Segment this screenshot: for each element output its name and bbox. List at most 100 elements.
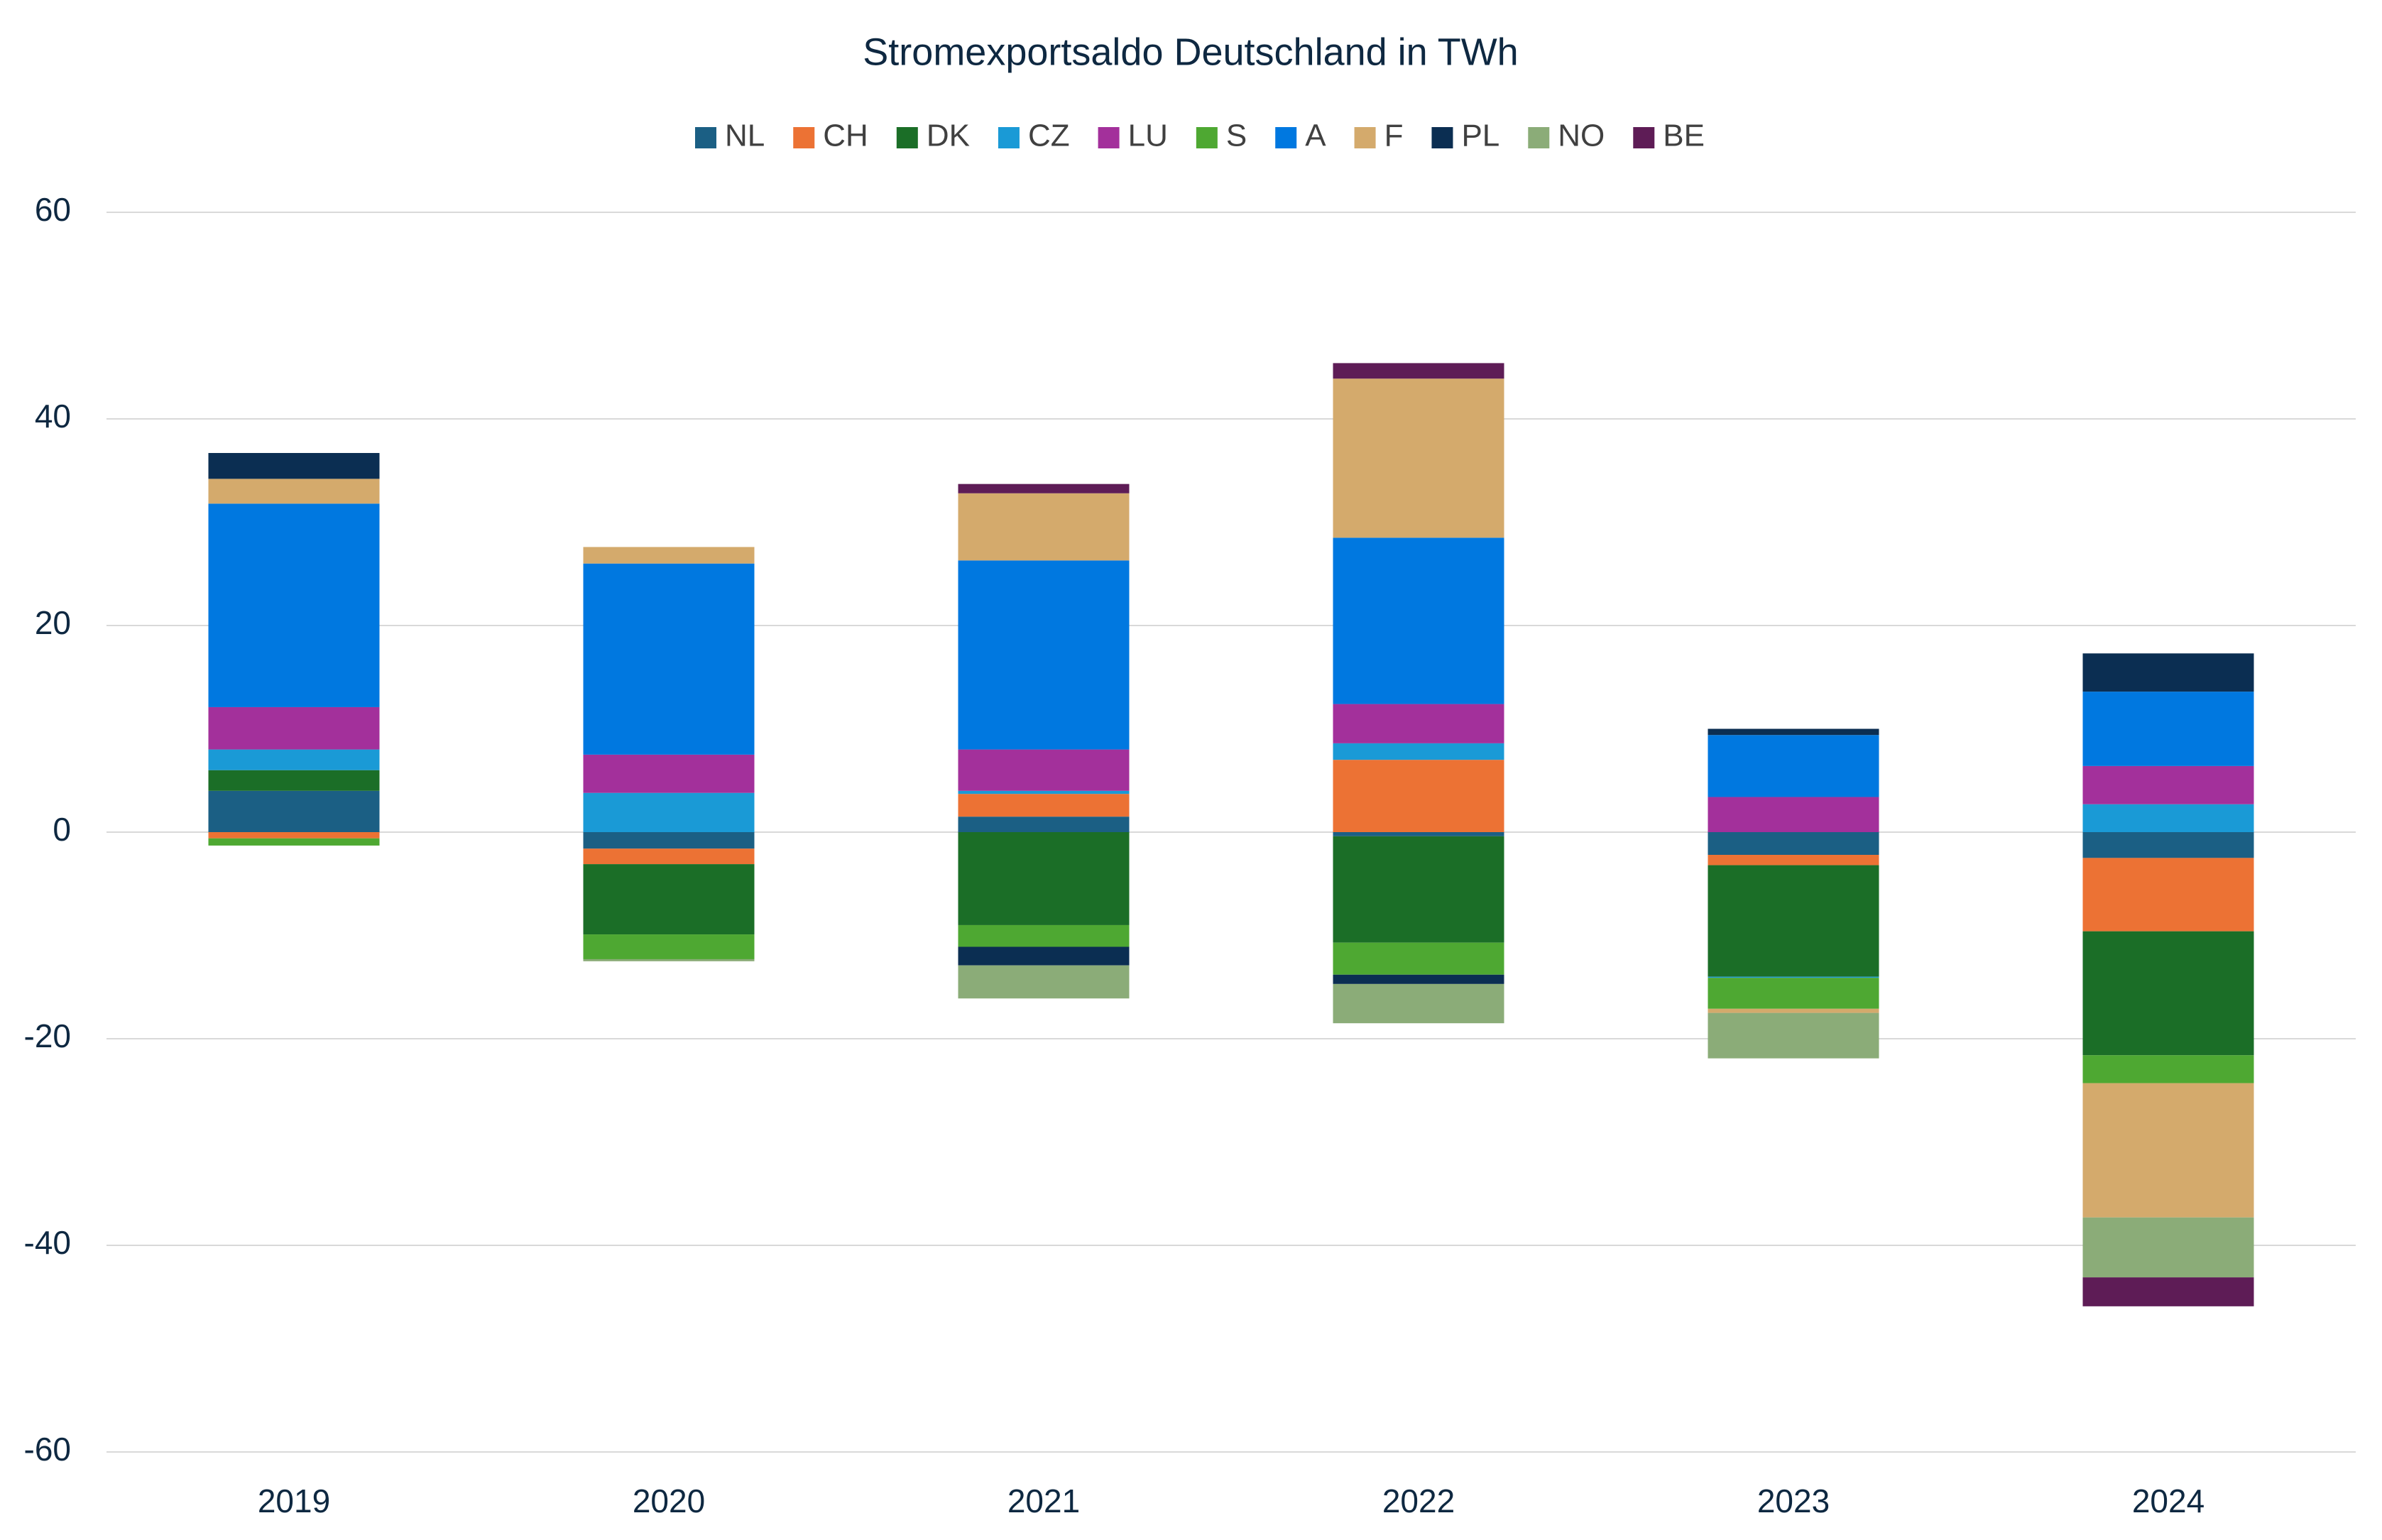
bar-segment xyxy=(958,749,1130,791)
bar-segment xyxy=(583,754,755,793)
bar-segment xyxy=(2082,653,2254,692)
bar-segment xyxy=(583,547,755,564)
bar-segment xyxy=(583,792,755,832)
bar-segment xyxy=(2082,804,2254,832)
legend-swatch xyxy=(896,127,918,148)
legend-label: NO xyxy=(1558,119,1605,153)
legend-label: LU xyxy=(1128,119,1168,153)
legend-label: BE xyxy=(1663,119,1705,153)
x-tick-label: 2021 xyxy=(1007,1482,1080,1519)
legend-swatch xyxy=(695,127,717,148)
y-tick-label: 20 xyxy=(35,604,71,641)
bar-segment xyxy=(1333,760,1504,832)
bar-segment xyxy=(958,965,1130,999)
bar-segment xyxy=(1333,704,1504,743)
legend-label: S xyxy=(1226,119,1247,153)
bar-segment xyxy=(208,503,380,707)
bar-segment xyxy=(208,453,380,479)
legend-swatch xyxy=(1275,127,1297,148)
bar-segment xyxy=(2082,1083,2254,1218)
legend-item: S xyxy=(1196,119,1247,153)
y-tick-label: 0 xyxy=(53,811,71,848)
bar-segment xyxy=(958,817,1130,832)
bar-segment xyxy=(208,790,380,832)
bar-segment xyxy=(583,563,755,755)
legend-item: PL xyxy=(1431,119,1499,153)
legend-item: NO xyxy=(1528,119,1605,153)
bar-segment xyxy=(1333,942,1504,975)
legend-item: DK xyxy=(896,119,970,153)
bar-segment xyxy=(958,794,1130,817)
bar-segment xyxy=(958,832,1130,925)
legend-item: BE xyxy=(1633,119,1705,153)
x-tick-label: 2024 xyxy=(2132,1482,2205,1519)
bar-segment xyxy=(583,832,755,849)
bar-segment xyxy=(1333,537,1504,704)
bar-segment xyxy=(1708,735,1879,797)
legend-swatch xyxy=(1196,127,1218,148)
legend-swatch xyxy=(1528,127,1550,148)
bar-segment xyxy=(958,484,1130,493)
legend-label: NL xyxy=(725,119,765,153)
bar-segment xyxy=(2082,1055,2254,1083)
legend-swatch xyxy=(1633,127,1655,148)
legend-label: A xyxy=(1305,119,1326,153)
legend-label: DK xyxy=(927,119,970,153)
bar-segment xyxy=(2082,692,2254,766)
bar-segment xyxy=(583,959,755,961)
bar-segment xyxy=(2082,858,2254,932)
bar-segment xyxy=(958,790,1130,794)
bar-segment xyxy=(958,924,1130,947)
bar-segment xyxy=(2082,832,2254,858)
bar-segment xyxy=(583,934,755,959)
bar-segment xyxy=(2082,1217,2254,1278)
bar-segment xyxy=(583,864,755,935)
legend-label: CH xyxy=(823,119,868,153)
legend-item: CH xyxy=(793,119,868,153)
legend-swatch xyxy=(998,127,1020,148)
legend-swatch xyxy=(1431,127,1453,148)
bar-segment xyxy=(208,838,380,846)
legend-label: PL xyxy=(1461,119,1499,153)
bar-segment xyxy=(208,479,380,504)
legend-swatch xyxy=(793,127,815,148)
bar-segment xyxy=(1708,978,1879,1009)
bar-segment xyxy=(1333,836,1504,943)
bar-segment xyxy=(208,832,380,839)
bar-segment xyxy=(1333,363,1504,379)
bar-segment xyxy=(1708,832,1879,856)
x-tick-label: 2020 xyxy=(633,1482,705,1519)
bar-segment xyxy=(1708,728,1879,736)
bar-segment xyxy=(958,946,1130,966)
bar-segment xyxy=(1333,743,1504,760)
bar-segment xyxy=(958,493,1130,561)
bar-segment xyxy=(1708,855,1879,865)
y-tick-label: 40 xyxy=(35,398,71,435)
legend-item: CZ xyxy=(998,119,1070,153)
legend-item: F xyxy=(1354,119,1404,153)
bar-segment xyxy=(1333,983,1504,1024)
bar-segment xyxy=(1708,976,1879,978)
legend-swatch xyxy=(1354,127,1376,148)
bar-segment xyxy=(1333,378,1504,538)
x-tick-label: 2019 xyxy=(258,1482,330,1519)
bar-segment xyxy=(958,560,1130,750)
grid: -60 -40 -20 0 20 40 60 2019 2020 2021 2022 2023 2024 xyxy=(24,191,2356,1519)
bar-segment xyxy=(208,749,380,770)
bar-segment xyxy=(2082,931,2254,1056)
bars xyxy=(208,363,2254,1306)
bar-segment xyxy=(2082,765,2254,804)
y-tick-label: -40 xyxy=(24,1224,71,1261)
legend: NL CH DK CZ LU S A F PL NO BE xyxy=(695,119,1705,153)
bar-segment xyxy=(1708,1008,1879,1013)
bar-segment xyxy=(208,706,380,750)
y-tick-label: 60 xyxy=(35,191,71,228)
legend-item: A xyxy=(1275,119,1326,153)
bar-segment xyxy=(1708,865,1879,977)
legend-label: F xyxy=(1384,119,1404,153)
chart-title: Stromexportsaldo Deutschland in TWh xyxy=(863,31,1518,73)
bar-segment xyxy=(583,848,755,865)
y-tick-label: -20 xyxy=(24,1017,71,1054)
